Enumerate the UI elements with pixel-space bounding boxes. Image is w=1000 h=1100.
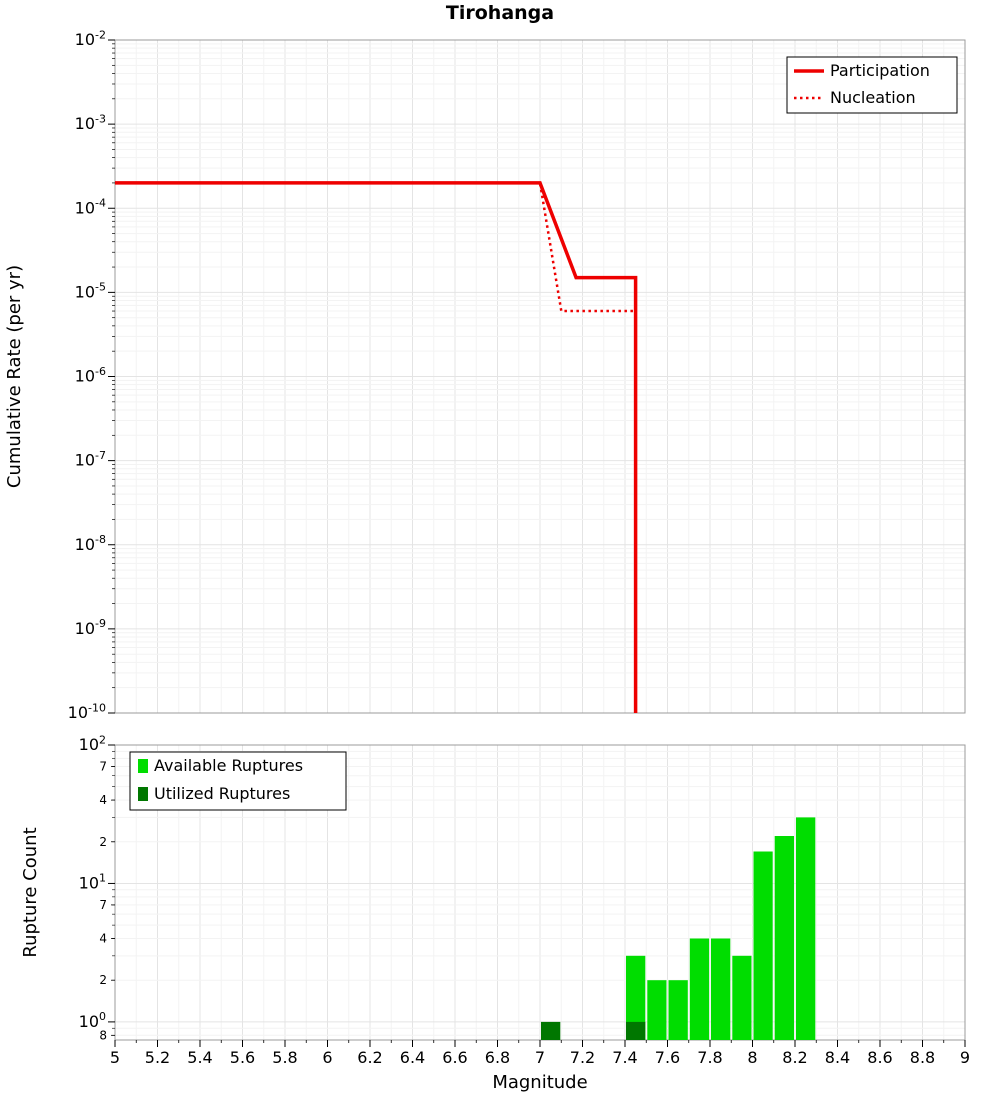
x-tick-label: 7.8 <box>697 1048 722 1067</box>
bar <box>689 938 710 1040</box>
bar <box>711 938 731 1040</box>
rate-y-tick-label: 10-4 <box>75 197 106 218</box>
count-legend: Available Ruptures Utilized Ruptures <box>129 751 347 811</box>
x-tick-label: 7.6 <box>655 1048 680 1067</box>
rate-y-axis: 10-2 10-3 10-4 10-5 10-6 10-7 10-8 10-9 10-10 <box>68 28 115 722</box>
count-series <box>541 817 816 1040</box>
rate-y-tick-label: 10-10 <box>68 701 106 722</box>
bar <box>774 836 794 1040</box>
bar <box>541 1021 561 1040</box>
x-tick-label: 8.6 <box>867 1048 892 1067</box>
x-tick-label: 5.6 <box>230 1048 255 1067</box>
rate-series <box>115 181 638 713</box>
count-legend-box <box>129 751 347 811</box>
x-tick-label: 6.2 <box>357 1048 382 1067</box>
x-tick-label: 8.2 <box>782 1048 807 1067</box>
x-tick-label: 6.8 <box>485 1048 510 1067</box>
rate-grid <box>114 39 966 714</box>
x-tick-label: 8.4 <box>825 1048 850 1067</box>
nucleation-line <box>115 181 637 713</box>
count-y-minor-label: 2 <box>99 973 107 987</box>
rate-y-tick-label: 10-7 <box>75 449 106 470</box>
x-tick-label: 5.4 <box>187 1048 212 1067</box>
count-y-axis-title: Rupture Count <box>20 827 41 957</box>
count-y-tick-label: 102 <box>79 733 106 754</box>
utilized-ruptures-bars <box>541 1021 646 1040</box>
count-y-minor-label: 4 <box>99 793 107 807</box>
count-y-minor-label: 7 <box>99 759 107 773</box>
rate-y-tick-label: 10-8 <box>75 533 106 554</box>
x-tick-label: 6.6 <box>442 1048 467 1067</box>
rate-y-tick-label: 10-6 <box>75 365 106 386</box>
x-tick-label: 7.2 <box>570 1048 595 1067</box>
x-tick-label: 7.4 <box>612 1048 637 1067</box>
bar <box>753 851 773 1040</box>
x-tick-label: 9 <box>960 1048 970 1067</box>
rate-y-tick-label: 10-2 <box>75 28 106 49</box>
rate-chart: 10-2 10-3 10-4 10-5 10-6 10-7 10-8 10-9 10-10 Cum… <box>4 28 966 722</box>
count-y-tick-label: 101 <box>79 872 106 893</box>
rate-y-tick-label: 10-9 <box>75 617 106 638</box>
legend-swatch <box>138 787 148 801</box>
bar <box>626 955 646 1040</box>
x-tick-label: 7 <box>535 1048 545 1067</box>
count-y-minor-label: 7 <box>99 898 107 912</box>
x-axis: 5 5.2 5.4 5.6 5.8 6 6.2 6.4 6.6 6.8 7 7.2 7.4 7.6 7.8 8… <box>110 1040 970 1067</box>
rate-y-axis-title: Cumulative Rate (per yr) <box>4 265 25 488</box>
rate-y-tick-label: 10-3 <box>75 112 106 133</box>
legend-label: Utilized Ruptures <box>154 784 290 803</box>
x-tick-label: 6.4 <box>400 1048 425 1067</box>
count-y-minor-label: 8 <box>99 1028 107 1042</box>
chart-title: Tirohanga <box>445 2 555 24</box>
bar <box>732 955 752 1040</box>
x-tick-label: 5 <box>110 1048 120 1067</box>
legend-label: Participation <box>830 61 930 80</box>
rate-y-tick-label: 10-5 <box>75 281 106 302</box>
rate-legend: Participation Nucleation <box>786 56 958 114</box>
bar <box>626 1021 646 1040</box>
count-y-minor-label: 4 <box>99 932 107 946</box>
bar <box>647 980 667 1040</box>
available-ruptures-bars <box>626 817 816 1040</box>
x-tick-label: 8.8 <box>910 1048 935 1067</box>
rate-legend-box <box>786 56 958 114</box>
x-axis-title: Magnitude <box>492 1072 587 1093</box>
legend-label: Available Ruptures <box>154 756 303 775</box>
bar <box>668 980 688 1040</box>
x-tick-label: 8 <box>747 1048 757 1067</box>
x-tick-label: 6 <box>322 1048 332 1067</box>
x-tick-label: 5.2 <box>145 1048 170 1067</box>
legend-swatch <box>138 759 148 773</box>
x-tick-label: 5.8 <box>272 1048 297 1067</box>
bar <box>796 817 816 1040</box>
legend-label: Nucleation <box>830 88 916 107</box>
count-y-minor-label: 2 <box>99 835 107 849</box>
